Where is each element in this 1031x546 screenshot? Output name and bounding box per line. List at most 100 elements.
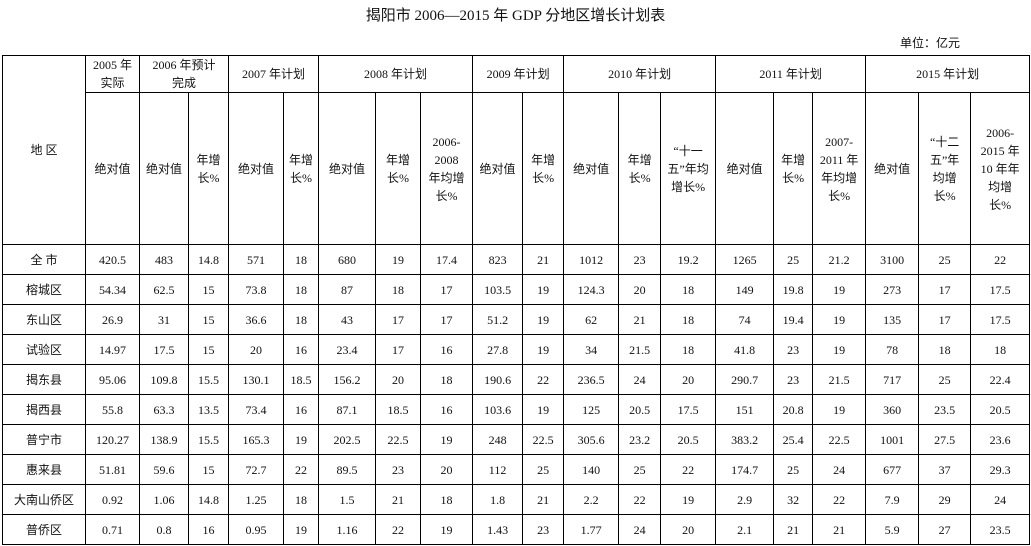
value-cell: 138.9 [139, 424, 189, 455]
value-cell: 18 [283, 244, 320, 275]
value-cell: 14.8 [187, 484, 230, 515]
value-cell: 19 [522, 304, 565, 335]
header-cell: 年增 长% [283, 92, 320, 245]
data-row: 榕城区 54.34 62.5 15 73.8 18 87 18 17 103.5 19 124.3 20… [2, 274, 1031, 305]
header-cell: 年增 长% [375, 92, 422, 245]
header-cell: 2006 年预计 完成 [138, 55, 230, 93]
data-row: 试验区 14.97 17.5 15 20 16 23.4 17 16 27.8 19 34 21.5 18… [2, 334, 1031, 365]
header-cell: 2007 年计划 [228, 55, 320, 93]
value-cell: 89.5 [318, 454, 377, 485]
value-cell: 20 [420, 454, 474, 485]
value-cell: 7.9 [865, 484, 920, 515]
header-cell: 2008 年计划 [318, 55, 474, 93]
value-cell: 32 [773, 484, 814, 515]
value-cell: 25 [522, 454, 565, 485]
table-body: 全 市 420.5 483 14.8 571 18 680 19 17.4 823 21 1012 23… [2, 244, 1031, 545]
value-cell: 18 [970, 334, 1031, 365]
value-cell: 25 [773, 454, 814, 485]
value-cell: 125 [563, 394, 620, 425]
value-cell: 5.9 [865, 514, 920, 545]
value-cell: 27.5 [918, 424, 972, 455]
value-cell: 74 [715, 304, 775, 335]
value-cell: 16 [283, 394, 320, 425]
value-cell: 1.06 [139, 484, 189, 515]
value-cell: 19.4 [773, 304, 814, 335]
value-cell: 23 [375, 454, 422, 485]
value-cell: 15 [187, 454, 230, 485]
header-cell: 绝对值 [563, 92, 620, 245]
value-cell: 17 [918, 304, 972, 335]
value-cell: 18 [283, 304, 320, 335]
value-cell: 483 [139, 244, 189, 275]
data-row: 普宁市 120.27 138.9 15.5 165.3 19 202.5 22.5 19 248 2… [2, 424, 1031, 455]
value-cell: 0.95 [228, 514, 285, 545]
value-cell: 1.8 [472, 484, 524, 515]
value-cell: 1.5 [318, 484, 377, 515]
value-cell: 174.7 [715, 454, 775, 485]
value-cell: 156.2 [318, 364, 377, 395]
value-cell: 22 [812, 484, 867, 515]
value-cell: 16 [420, 334, 474, 365]
value-cell: 18.5 [283, 364, 320, 395]
value-cell: 54.34 [85, 274, 140, 305]
value-cell: 16 [283, 334, 320, 365]
value-cell: 19 [283, 424, 320, 455]
value-cell: 17 [375, 334, 422, 365]
region-cell: 大南山侨区 [2, 484, 86, 515]
value-cell: 18 [283, 274, 320, 305]
value-cell: 14.8 [187, 244, 230, 275]
value-cell: 130.1 [228, 364, 285, 395]
value-cell: 2.1 [715, 514, 775, 545]
value-cell: 19 [812, 394, 867, 425]
value-cell: 120.27 [85, 424, 140, 455]
value-cell: 21 [522, 484, 565, 515]
value-cell: 290.7 [715, 364, 775, 395]
value-cell: 17 [375, 304, 422, 335]
region-cell: 揭东县 [2, 364, 86, 395]
value-cell: 23 [522, 514, 565, 545]
value-cell: 383.2 [715, 424, 775, 455]
value-cell: 51.81 [85, 454, 140, 485]
value-cell: 1.43 [472, 514, 524, 545]
value-cell: 27 [918, 514, 972, 545]
value-cell: 15.5 [187, 364, 230, 395]
value-cell: 23.4 [318, 334, 377, 365]
value-cell: 55.8 [85, 394, 140, 425]
value-cell: 103.6 [472, 394, 524, 425]
data-row: 揭西县 55.8 63.3 13.5 73.4 16 87.1 18.5 16 103.6 19 12… [2, 394, 1031, 425]
header-cell: 绝对值 [865, 92, 920, 245]
value-cell: 16 [187, 514, 230, 545]
data-row: 大南山侨区 0.92 1.06 14.8 1.25 18 1.5 21 18 1.8 21 2.2 22… [2, 484, 1031, 515]
header-cell: 2007- 2011 年 年均增 长% [812, 92, 867, 245]
value-cell: 20.5 [618, 394, 662, 425]
unit: 单位：亿元 [900, 36, 961, 50]
value-cell: 19 [812, 274, 867, 305]
header-cell: 绝对值 [715, 92, 775, 245]
value-cell: 19 [420, 424, 474, 455]
value-cell: 124.3 [563, 274, 620, 305]
value-cell: 17 [420, 274, 474, 305]
value-cell: 571 [228, 244, 285, 275]
value-cell: 25 [918, 364, 972, 395]
value-cell: 21.5 [812, 364, 867, 395]
value-cell: 236.5 [563, 364, 620, 395]
region-cell: 揭西县 [2, 394, 86, 425]
value-cell: 677 [865, 454, 920, 485]
value-cell: 37 [918, 454, 972, 485]
value-cell: 24 [618, 514, 662, 545]
data-row: 全 市 420.5 483 14.8 571 18 680 19 17.4 823 21 1012 23… [2, 244, 1031, 275]
value-cell: 420.5 [85, 244, 140, 275]
value-cell: 19 [812, 334, 867, 365]
region-cell: 惠来县 [2, 454, 86, 485]
header-cell: 绝对值 [472, 92, 524, 245]
value-cell: 17.4 [420, 244, 474, 275]
value-cell: 17.5 [660, 394, 717, 425]
value-cell: 112 [472, 454, 524, 485]
value-cell: 1265 [715, 244, 775, 275]
value-cell: 17.5 [139, 334, 189, 365]
value-cell: 29 [918, 484, 972, 515]
value-cell: 1.25 [228, 484, 285, 515]
value-cell: 23.6 [970, 424, 1031, 455]
value-cell: 22 [522, 364, 565, 395]
value-cell: 23.2 [618, 424, 662, 455]
